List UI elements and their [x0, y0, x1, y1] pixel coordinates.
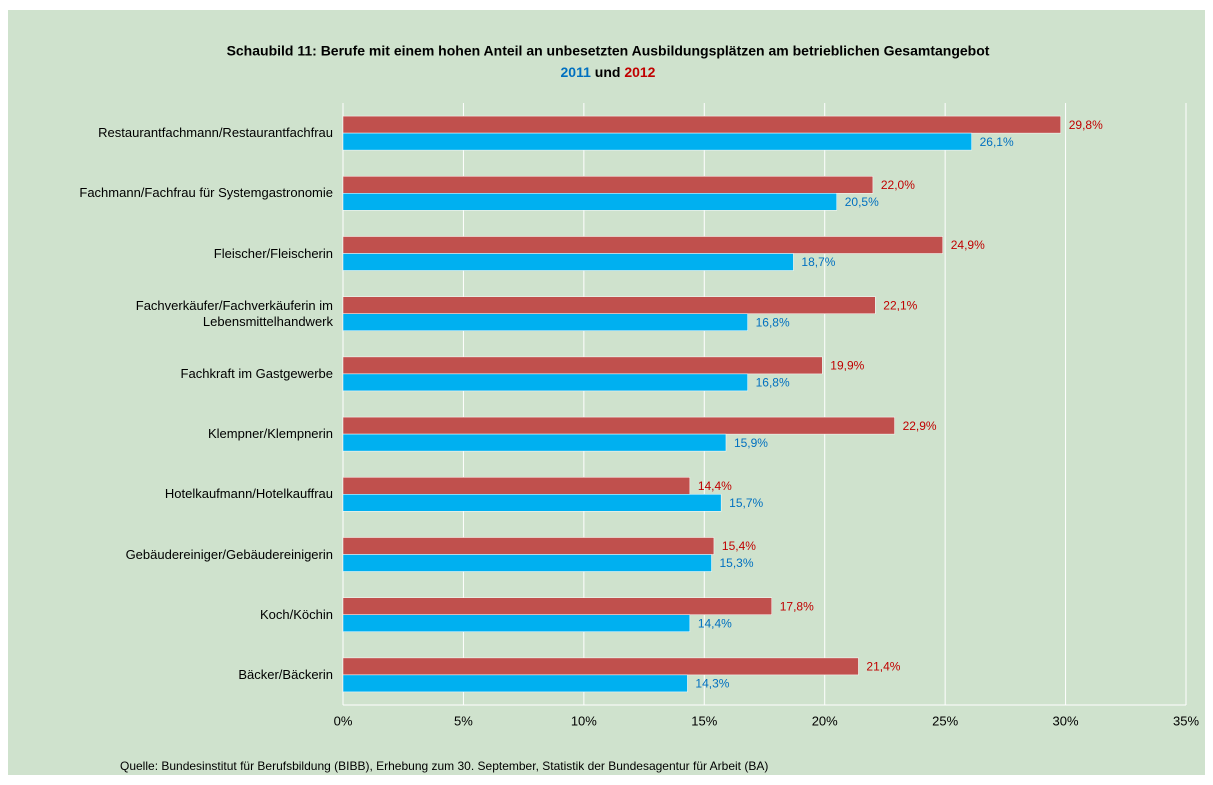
bar: [342, 597, 772, 615]
legend-entry: 2011: [561, 64, 592, 80]
x-tick-label: 25%: [932, 713, 958, 728]
y-tick-label: Fachmann/Fachfrau für Systemgastronomie: [79, 185, 333, 201]
x-tick-label: 35%: [1173, 713, 1199, 728]
bar: [342, 176, 874, 194]
y-tick-label: Fachverkäufer/Fachverkäuferin im Lebensm…: [135, 297, 333, 329]
y-tick-label: Klempner/Klempnerin: [207, 426, 333, 442]
value-label: 24,9%: [951, 238, 985, 252]
x-tick-label: 20%: [812, 713, 838, 728]
bar: [342, 356, 823, 375]
source-note: Quelle: Bundesinstitut für Berufsbildung…: [120, 759, 768, 773]
bar: [342, 236, 943, 254]
bar: [342, 537, 715, 555]
value-label: 15,7%: [729, 496, 763, 510]
y-tick-label: Gebäudereiniger/Gebäudereinigerin: [125, 546, 333, 562]
bar: [342, 477, 691, 495]
y-tick-label: Fleischer/Fleischerin: [213, 245, 333, 261]
y-tick-label: Bäcker/Bäckerin: [238, 666, 333, 682]
bar: [342, 193, 838, 211]
legend-entry: 2012: [624, 64, 655, 80]
value-label: 26,1%: [980, 135, 1014, 149]
bar: [342, 313, 748, 331]
bar: [342, 296, 876, 314]
legend: 2011 und 2012: [561, 64, 656, 80]
value-label: 18,7%: [801, 255, 835, 269]
value-label: 16,8%: [756, 315, 790, 329]
value-label: 15,4%: [722, 539, 756, 553]
value-label: 21,4%: [866, 660, 900, 674]
bar: [342, 373, 748, 392]
value-label: 20,5%: [845, 195, 879, 209]
y-tick-label: Fachkraft im Gastgewerbe: [180, 365, 333, 381]
value-label: 15,3%: [720, 556, 754, 570]
value-label: 16,8%: [756, 376, 790, 390]
value-label: 14,4%: [698, 616, 732, 630]
bar: [342, 433, 727, 452]
value-label: 22,1%: [883, 298, 917, 312]
value-label: 14,3%: [695, 677, 729, 691]
y-tick-label: Koch/Köchin: [260, 606, 333, 622]
y-tick-label: Hotelkaufmann/Hotelkauffrau: [164, 486, 333, 502]
y-tick-label: Restaurantfachmann/Restaurantfachfrau: [98, 125, 333, 141]
legend-conjunction: und: [595, 64, 621, 80]
value-label: 17,8%: [780, 599, 814, 613]
x-tick-label: 10%: [571, 713, 597, 728]
bar: [342, 614, 691, 632]
bar: [342, 674, 688, 693]
x-tick-label: 15%: [691, 713, 717, 728]
value-label: 19,9%: [830, 359, 864, 373]
bar: [342, 554, 712, 572]
bar: [342, 115, 1062, 134]
bar: [342, 657, 859, 676]
x-tick-label: 30%: [1053, 713, 1079, 728]
bar: [342, 416, 895, 435]
chart-title: Schaubild 11: Berufe mit einem hohen Ant…: [227, 43, 990, 59]
value-label: 22,0%: [881, 178, 915, 192]
bar: [342, 253, 794, 271]
x-tick-label: 5%: [454, 713, 473, 728]
value-label: 22,9%: [903, 419, 937, 433]
x-tick-label: 0%: [334, 713, 353, 728]
bar: [342, 494, 722, 512]
value-label: 14,4%: [698, 479, 732, 493]
value-label: 15,9%: [734, 436, 768, 450]
bar: [342, 132, 972, 151]
value-label: 29,8%: [1069, 118, 1103, 132]
